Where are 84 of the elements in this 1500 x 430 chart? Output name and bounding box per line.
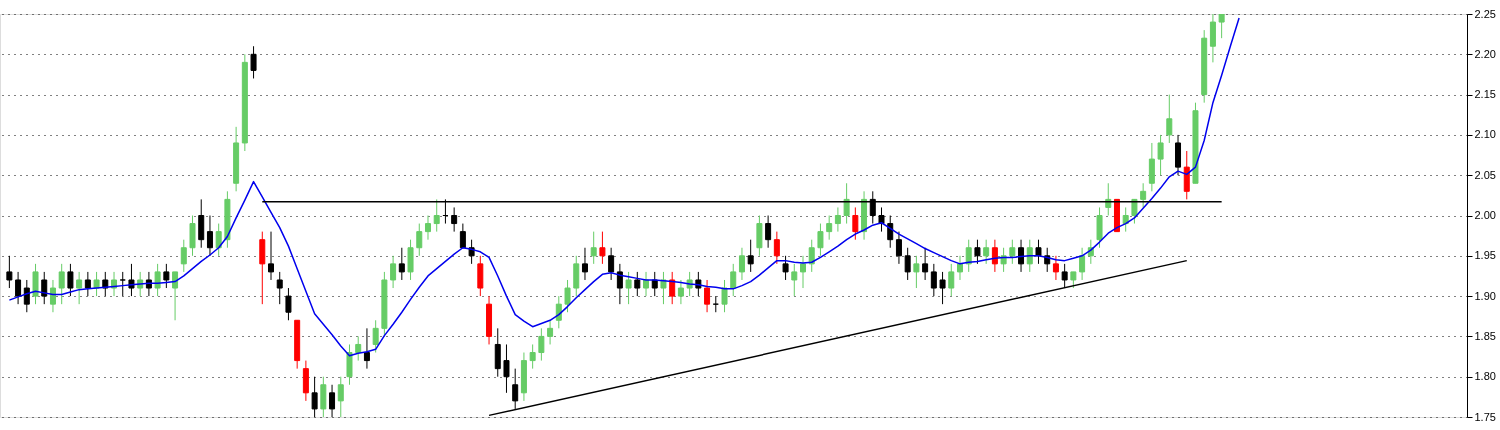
candlestick [704, 279, 711, 313]
candlestick [93, 271, 100, 297]
y-tick-label: 2.00 [1474, 209, 1496, 221]
y-tick-label: 2.05 [1474, 168, 1496, 181]
candlestick [337, 376, 344, 417]
candlestick [451, 206, 458, 233]
candlestick [677, 279, 684, 305]
candlestick [590, 231, 597, 265]
candlestick [669, 271, 676, 305]
y-tick-label: 1.95 [1474, 249, 1496, 262]
y-tick-label: 2.25 [1474, 7, 1496, 20]
candlestick [634, 271, 641, 297]
candlestick [564, 279, 571, 313]
candlestick [948, 263, 955, 297]
candlestick [215, 223, 222, 257]
candlestick [791, 263, 798, 297]
candlestick [67, 263, 74, 297]
y-tick-label: 2.10 [1474, 128, 1496, 141]
candlestick [154, 263, 161, 297]
candlestick [1061, 263, 1068, 289]
candlestick [852, 206, 859, 241]
candlestick [416, 223, 423, 257]
y-tick-label: 1.90 [1474, 289, 1496, 302]
candlestick [547, 319, 554, 345]
candlestick [6, 255, 13, 289]
candlestick [119, 271, 126, 297]
candlestick [800, 255, 807, 289]
candlestick [1157, 134, 1164, 176]
y-tick-label: 2.15 [1474, 88, 1496, 101]
candlestick [1026, 239, 1033, 273]
candlestick [1079, 247, 1086, 281]
candlestick [459, 223, 466, 249]
candlestick [1009, 239, 1016, 265]
candlestick [329, 384, 336, 417]
candlestick [1000, 247, 1007, 273]
candlestick [390, 255, 397, 289]
candlestick [826, 215, 833, 241]
candlestick [599, 231, 606, 265]
y-tick-label: 1.85 [1474, 329, 1496, 342]
candlestick [817, 223, 824, 257]
candlestick [738, 247, 745, 281]
candlestick [991, 239, 998, 273]
candlestick [643, 271, 650, 297]
candlestick [49, 279, 56, 313]
candlestick [285, 287, 292, 321]
candlestick [843, 182, 850, 225]
candlestick [172, 271, 179, 321]
candlestick [15, 271, 22, 305]
candlestick [957, 255, 963, 281]
candlestick [111, 271, 118, 297]
y-tick-label: 1.75 [1474, 410, 1496, 423]
candlestick [983, 239, 990, 265]
candlestick [1166, 94, 1173, 144]
candlestick [1018, 239, 1025, 273]
candlestick [651, 271, 658, 297]
candlestick [1140, 182, 1147, 208]
candlestick [773, 231, 780, 265]
candlestick [721, 279, 728, 313]
candlestick [433, 198, 440, 233]
candlestick [1035, 239, 1042, 265]
candlestick [355, 335, 362, 362]
candlestick [625, 271, 632, 305]
candlestick [1218, 14, 1225, 39]
candlestick [965, 239, 972, 273]
candlestick [581, 247, 588, 281]
candlestick [163, 263, 170, 289]
candlestick [276, 271, 283, 305]
candlestick [23, 279, 30, 313]
candlestick [58, 263, 65, 305]
candlestick [424, 215, 431, 241]
candlestick [808, 239, 815, 273]
y-tick-label: 1.80 [1474, 370, 1496, 383]
candlestick [1052, 255, 1059, 281]
candlestick [660, 271, 667, 305]
candlestick [180, 239, 187, 273]
y-tick-label: 2.20 [1474, 47, 1496, 60]
candlestick [730, 263, 737, 297]
candlestick [76, 271, 83, 305]
candlestick [834, 206, 841, 233]
candlestick [372, 319, 379, 354]
candlestick [529, 343, 536, 370]
candlestick [939, 271, 946, 305]
candlestick [913, 255, 920, 289]
candlestick [538, 327, 545, 362]
